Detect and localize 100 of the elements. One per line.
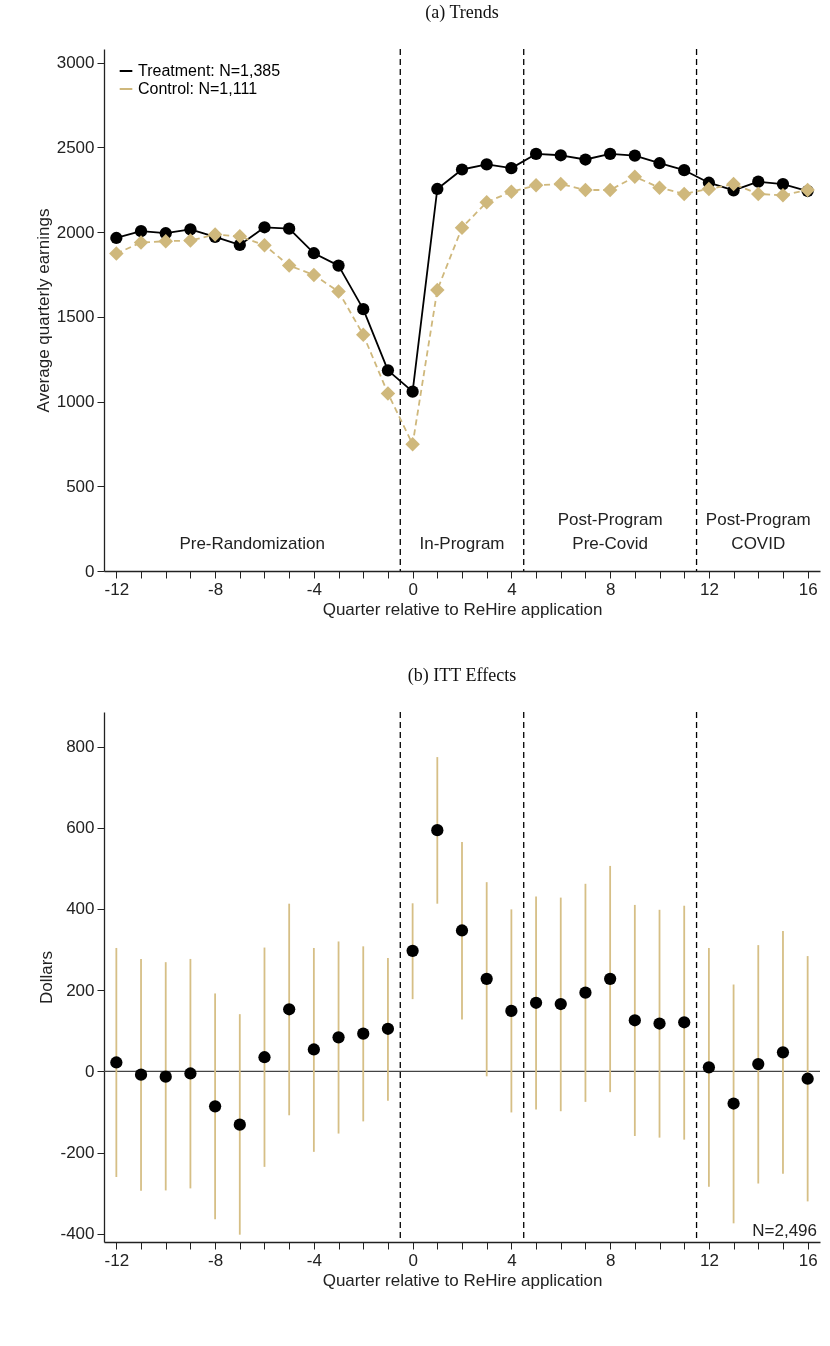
point (332, 259, 345, 272)
point (406, 944, 419, 957)
point (701, 181, 717, 197)
point (578, 182, 593, 198)
point (579, 153, 592, 166)
point (727, 1097, 740, 1110)
point (528, 178, 544, 193)
point (676, 186, 692, 202)
point (307, 247, 320, 260)
y-tick-label: 500 (66, 476, 95, 496)
x-tick-label: 12 (699, 1250, 719, 1270)
x-tick-label: 16 (798, 1250, 818, 1270)
point (307, 1043, 320, 1056)
point (480, 972, 493, 985)
point (405, 436, 420, 452)
x-tick-label: 0 (408, 1250, 418, 1270)
x-axis-title: Quarter relative to ReHire application (322, 599, 603, 619)
point (529, 996, 543, 1009)
y-tick-label: 200 (66, 980, 95, 1000)
y-tick-label: 3000 (56, 53, 95, 73)
point (332, 1031, 345, 1044)
y-axis-title: Dollars (37, 951, 57, 1004)
point (628, 149, 641, 162)
x-tick-label: 4 (507, 1250, 517, 1270)
point (726, 176, 741, 192)
legend-label: Treatment: N=1,385 (138, 62, 281, 79)
point (480, 158, 493, 171)
y-tick-label: 600 (66, 818, 95, 838)
point (380, 386, 396, 401)
point (258, 1051, 271, 1064)
point (184, 1067, 197, 1080)
point (776, 177, 790, 191)
point (331, 284, 346, 299)
point (505, 162, 518, 175)
point (553, 176, 568, 192)
point (406, 385, 419, 398)
x-tick-label: 16 (798, 579, 818, 599)
point (159, 1070, 172, 1083)
point (134, 225, 148, 238)
point (109, 246, 124, 261)
point (356, 327, 371, 342)
chart-title: (a) Trends (425, 2, 499, 24)
x-tick-label: 8 (605, 1250, 616, 1270)
point (604, 147, 617, 161)
point (233, 1118, 246, 1131)
point (381, 364, 395, 377)
y-tick-label: 2500 (56, 137, 95, 157)
y-tick-label: -400 (60, 1224, 95, 1244)
y-tick-label: -200 (60, 1143, 95, 1163)
point (479, 194, 494, 210)
point (184, 223, 197, 236)
point (752, 1058, 765, 1071)
point (627, 169, 643, 185)
x-axis-title: Quarter relative to ReHire application (322, 1270, 603, 1290)
point (652, 180, 667, 195)
point (455, 924, 469, 937)
x-tick-label: -8 (208, 1250, 224, 1270)
point (529, 147, 543, 161)
x-tick-label: 4 (507, 579, 517, 599)
point (775, 188, 791, 203)
point (554, 149, 567, 162)
point (505, 1004, 518, 1018)
annotation: Post-Program Pre-Covid (557, 510, 663, 553)
x-tick-label: -4 (306, 579, 322, 599)
point (110, 231, 123, 245)
point (306, 267, 322, 283)
point (678, 1016, 691, 1029)
x-tick-label: -4 (306, 1250, 322, 1270)
y-tick-label: 2000 (56, 222, 95, 242)
point (183, 233, 198, 248)
point (579, 986, 592, 999)
y-tick-label: 0 (85, 561, 95, 581)
x-tick-label: 12 (699, 579, 719, 599)
point (455, 163, 469, 176)
point (283, 1003, 296, 1016)
point (431, 182, 444, 196)
point (653, 157, 666, 170)
point (628, 1014, 641, 1027)
x-tick-label: 8 (605, 579, 616, 599)
y-tick-label: 800 (66, 737, 95, 757)
annotation: In-Program (419, 534, 505, 553)
point (430, 282, 445, 298)
point (208, 1100, 222, 1113)
point (134, 1068, 148, 1081)
legend-label: Control: N=1,111 (138, 80, 258, 97)
point (602, 182, 618, 198)
point (257, 238, 272, 253)
point (801, 1072, 814, 1085)
point (357, 303, 370, 316)
point (776, 1046, 790, 1059)
y-tick-label: 0 (85, 1061, 95, 1081)
annotation: Pre-Randomization (179, 534, 325, 553)
point (653, 1017, 666, 1030)
x-tick-label: -12 (104, 579, 130, 599)
x-tick-label: 0 (408, 579, 418, 599)
point (232, 229, 248, 244)
y-tick-label: 400 (66, 899, 95, 919)
point (281, 258, 297, 273)
x-tick-label: -12 (104, 1250, 130, 1270)
point (604, 972, 617, 985)
